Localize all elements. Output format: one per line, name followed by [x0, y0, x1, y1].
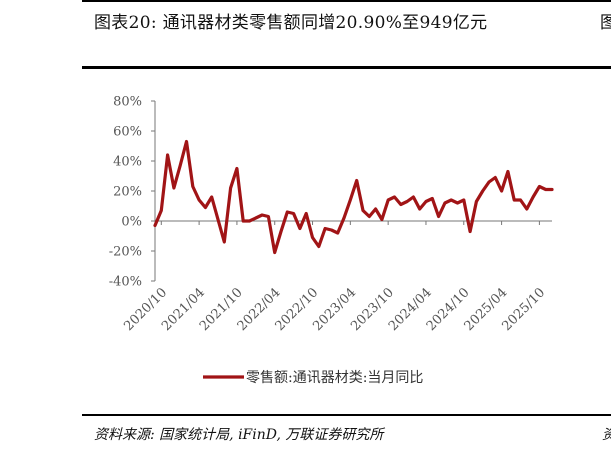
- y-tick-label: 40%: [113, 155, 142, 170]
- legend-label: 零售额:通讯器材类:当月同比: [246, 370, 423, 386]
- y-axis-ticks: -40% -20% 0% 20% 40% 60% 80%: [109, 95, 155, 290]
- y-tick-label: 20%: [113, 185, 142, 200]
- adjacent-figure-title-fragment: 图: [600, 13, 611, 33]
- bottom-border-rule: [82, 414, 611, 416]
- top-border-rule: [82, 0, 611, 2]
- y-tick-label: -40%: [109, 275, 142, 290]
- figure-title: 图表20: 通讯器材类零售额同增20.90%至949亿元: [94, 13, 488, 33]
- adjacent-source-fragment: 资: [602, 424, 611, 444]
- source-note: 资料来源: 国家统计局, iFinD, 万联证券研究所: [94, 427, 384, 443]
- line-chart: -40% -20% 0% 20% 40% 60% 80% 2020/102021/04202…: [109, 95, 554, 386]
- y-tick-label: 80%: [113, 95, 142, 110]
- chart-legend: 零售额:通讯器材类:当月同比: [203, 370, 423, 386]
- y-tick-label: 60%: [113, 125, 142, 140]
- x-axis-ticks: 2020/102021/042021/102022/042022/102023/…: [121, 221, 548, 334]
- series-lines: [153, 139, 554, 255]
- series-line-retail-yoy: [153, 139, 554, 255]
- y-tick-label: 0%: [121, 215, 142, 230]
- title-underline-rule: [82, 66, 611, 69]
- y-tick-label: -20%: [109, 245, 142, 260]
